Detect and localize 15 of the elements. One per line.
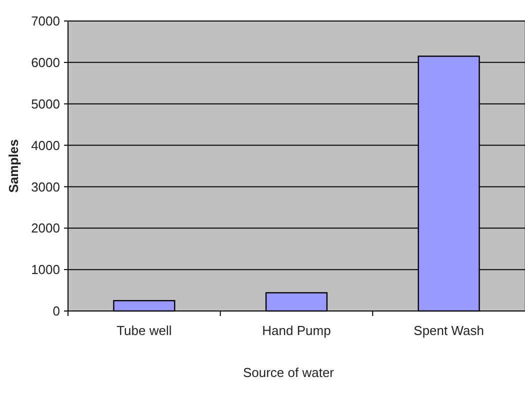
x-tick-label: Tube well [116, 323, 172, 338]
y-tick-label: 6000 [31, 54, 60, 70]
y-tick-label: 1000 [31, 262, 60, 278]
bar [113, 300, 176, 312]
y-tick-label: 5000 [31, 96, 60, 112]
x-tick-label: Hand Pump [262, 323, 331, 338]
y-tick-label: 0 [52, 304, 60, 319]
y-tick-label: 3000 [31, 179, 60, 194]
y-tick-label: 7000 [31, 14, 60, 29]
x-tick-label: Spent Wash [414, 323, 484, 338]
x-axis-title: Source of water [242, 365, 335, 380]
y-tick-label: 2000 [31, 220, 60, 236]
y-tick-label: 4000 [31, 138, 60, 153]
bar [265, 292, 328, 312]
y-axis-title: Samples [6, 139, 21, 193]
